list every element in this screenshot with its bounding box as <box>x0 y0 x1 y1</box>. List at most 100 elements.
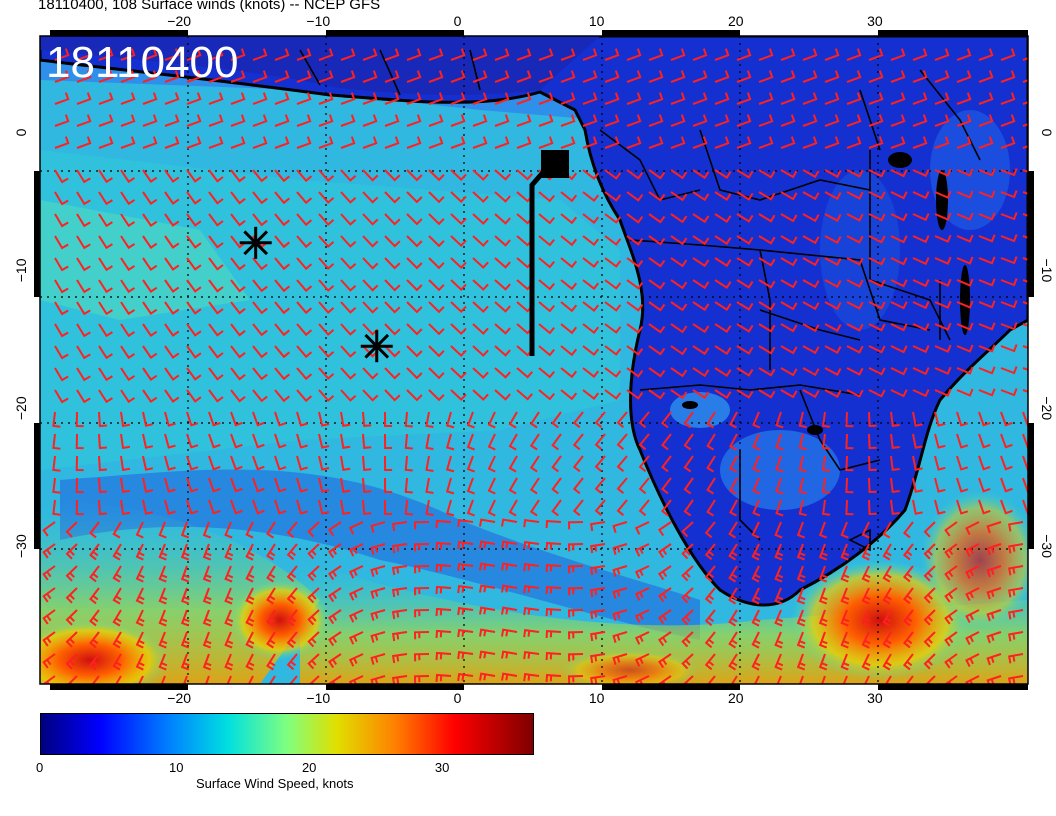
wind-barb <box>912 48 928 61</box>
wind-barb <box>230 455 243 471</box>
wind-barb <box>545 586 562 595</box>
wind-barb <box>626 136 642 149</box>
wind-barb <box>274 323 290 337</box>
wind-barb <box>736 92 752 105</box>
wind-barb <box>736 257 754 267</box>
wind-barb <box>208 136 224 149</box>
wind-barb <box>692 213 710 224</box>
wind-barb <box>604 136 620 149</box>
wind-barb <box>861 543 871 561</box>
wind-barb <box>956 92 972 105</box>
wind-barb <box>208 114 224 127</box>
wind-barb <box>965 565 980 580</box>
wind-barb <box>252 136 268 149</box>
wind-barb <box>986 609 1002 622</box>
wind-barb <box>670 345 688 356</box>
wind-barb <box>252 499 265 515</box>
wind-barb <box>582 345 600 357</box>
wind-barb <box>692 257 710 268</box>
wind-barb <box>736 389 754 399</box>
wind-barb <box>328 565 342 581</box>
wind-barb <box>845 455 854 472</box>
wind-barb <box>758 235 776 245</box>
wind-barb <box>142 499 154 515</box>
wind-barb <box>120 323 136 338</box>
wind-barb <box>978 300 996 309</box>
wind-barb <box>42 521 56 537</box>
wind-barb <box>413 587 430 596</box>
wind-barb <box>307 587 320 604</box>
wind-barb <box>450 48 466 61</box>
wind-barb <box>934 114 950 127</box>
wind-barb <box>120 301 136 316</box>
wind-barb <box>54 136 70 149</box>
wind-barb <box>818 631 828 649</box>
wind-barb <box>435 651 452 661</box>
wind-barb <box>714 92 730 105</box>
wind-barb <box>1000 256 1018 265</box>
wind-barb <box>406 301 423 314</box>
wind-barb <box>406 257 423 270</box>
wind-barb <box>501 584 518 593</box>
y-tick-label: −20 <box>1039 396 1055 420</box>
x-tick-label: 30 <box>867 690 883 706</box>
wind-barb <box>802 301 820 311</box>
wind-barb <box>956 477 969 493</box>
wind-barb <box>487 477 496 495</box>
wind-barb <box>714 257 732 267</box>
wind-barb <box>590 675 606 684</box>
wind-barb <box>450 367 467 380</box>
wind-barb <box>736 136 752 149</box>
wind-barb <box>560 279 578 291</box>
colorbar-label: Surface Wind Speed, knots <box>196 776 354 791</box>
wind-barb <box>120 345 136 360</box>
wind-barb <box>912 411 923 427</box>
wind-barb <box>560 345 578 357</box>
wind-barb <box>274 499 287 515</box>
wind-barb <box>245 543 255 561</box>
wind-barb <box>590 631 606 642</box>
wind-barb <box>52 433 61 450</box>
wind-barb <box>956 344 974 353</box>
wind-barb <box>425 433 434 450</box>
wind-barb <box>479 672 496 681</box>
wind-barb <box>902 543 914 561</box>
wind-barb <box>681 631 694 648</box>
wind-barb <box>845 477 854 494</box>
wind-barb <box>230 345 246 359</box>
wind-barb <box>406 92 422 105</box>
wind-barb <box>736 70 752 83</box>
wind-barb <box>802 345 820 355</box>
wind-barb <box>934 411 946 427</box>
wind-barb <box>1000 300 1018 309</box>
wind-barb <box>582 136 598 149</box>
wind-barb <box>252 433 265 449</box>
wind-barb <box>508 499 518 517</box>
wind-barb <box>868 323 886 332</box>
wind-barb <box>965 653 980 668</box>
wind-barb <box>52 499 61 516</box>
wind-barb <box>714 301 732 311</box>
wind-barb <box>142 136 158 149</box>
wind-barb <box>634 565 650 579</box>
wind-barb <box>158 609 168 627</box>
y-tick-label: 0 <box>1039 129 1055 137</box>
wind-barb <box>318 433 330 449</box>
wind-barb <box>186 477 199 493</box>
wind-barb <box>774 609 784 627</box>
wind-barb <box>186 455 199 471</box>
wind-barb <box>445 455 455 473</box>
wind-barb <box>98 367 113 382</box>
wind-barb <box>296 114 312 127</box>
wind-barb <box>180 543 190 561</box>
wind-barb <box>472 92 488 105</box>
wind-barb <box>76 389 91 404</box>
wind-barb <box>821 411 831 428</box>
wind-barb <box>736 191 754 201</box>
wind-barb <box>391 587 408 598</box>
wind-barb <box>340 367 357 380</box>
wind-barb <box>978 322 996 331</box>
wind-barb <box>266 565 276 583</box>
colorbar-tick-label: 30 <box>434 760 450 775</box>
wind-barb <box>89 565 100 583</box>
